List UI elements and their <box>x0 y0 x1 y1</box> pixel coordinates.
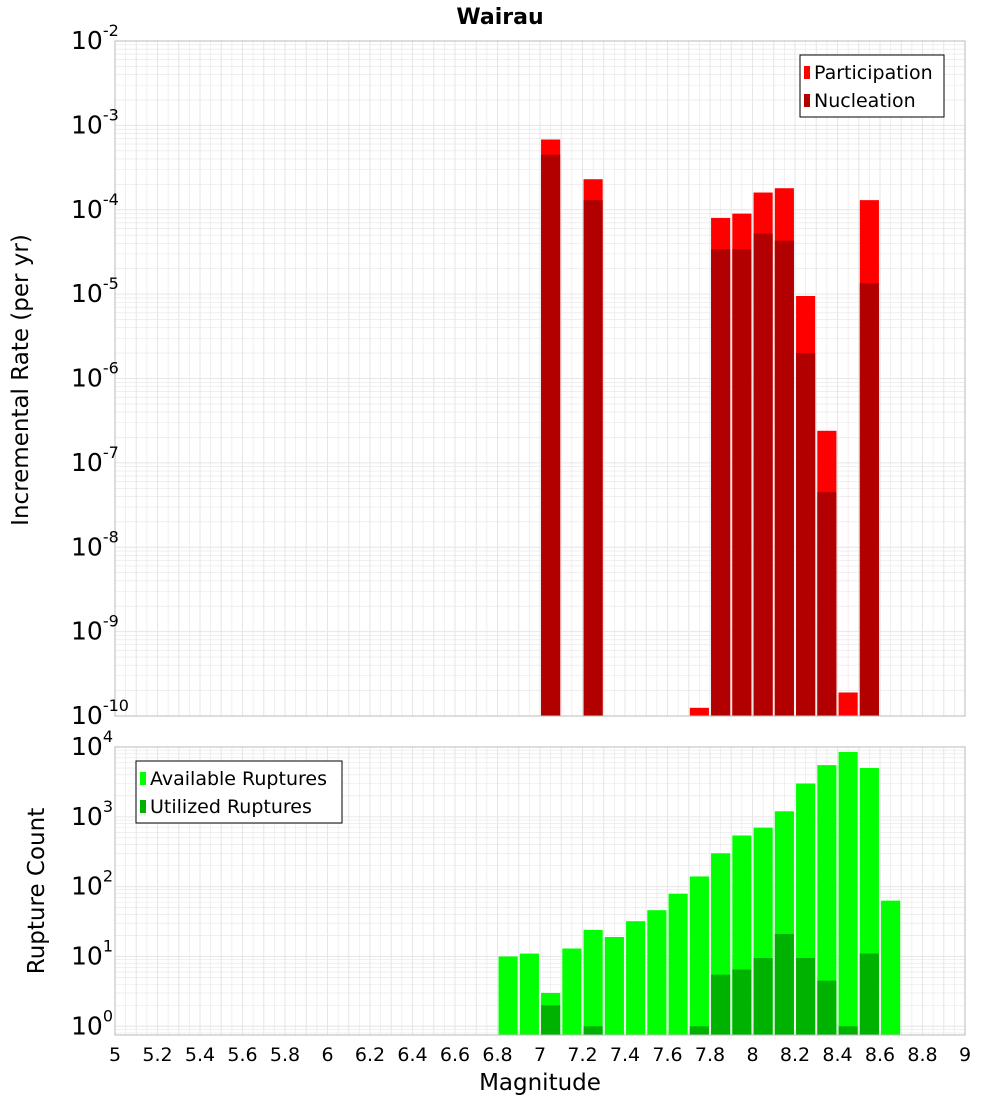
count-bar-series1 <box>519 953 539 1035</box>
count-bar-series2 <box>774 933 794 1035</box>
count-bar-series1 <box>562 948 582 1035</box>
rate-bar-series2 <box>541 154 561 716</box>
rate-y-tick-label: 10-5 <box>71 274 119 308</box>
x-tick-label: 6.8 <box>482 1044 512 1066</box>
count-bar-series2 <box>583 1026 603 1035</box>
x-tick-label: 8.8 <box>907 1044 937 1066</box>
count-y-tick-label: 103 <box>71 797 113 831</box>
x-tick-label: 7 <box>534 1044 546 1066</box>
rate-bar-series2 <box>753 233 773 716</box>
rate-bar-series2 <box>774 240 794 717</box>
rate-bar-series2 <box>796 353 816 716</box>
count-bar-series2 <box>711 974 731 1035</box>
count-bar-series2 <box>859 953 879 1035</box>
rate-legend-box <box>799 54 945 118</box>
count-bar-series1 <box>626 921 646 1035</box>
count-bar-series2 <box>541 1005 561 1035</box>
count-bar-series1 <box>881 900 901 1035</box>
x-tick-label: 5.6 <box>227 1044 257 1066</box>
rate-bar-series2 <box>732 249 752 716</box>
count-bar-series2 <box>796 958 816 1035</box>
x-tick-label: 8.2 <box>780 1044 810 1066</box>
chart-title: Wairau <box>456 5 543 30</box>
count-y-tick-label: 100 <box>71 1006 113 1040</box>
x-tick-label: 7.8 <box>695 1044 725 1066</box>
rate-bar-series2 <box>583 200 603 716</box>
count-plot-frame <box>114 746 966 1036</box>
rate-legend-label: Participation <box>814 62 933 84</box>
rate-y-tick-label: 10-6 <box>71 359 119 393</box>
x-tick-label: 7.6 <box>652 1044 682 1066</box>
count-bar-series1 <box>838 751 858 1035</box>
rate-y-tick-label: 10-10 <box>71 696 129 730</box>
x-tick-label: 5.4 <box>185 1044 215 1066</box>
x-tick-label: 8 <box>746 1044 758 1066</box>
count-legend-label: Utilized Ruptures <box>150 796 312 818</box>
count-legend-box <box>135 760 343 824</box>
rate-bar-series2 <box>859 283 879 716</box>
x-tick-label: 6.2 <box>355 1044 385 1066</box>
rate-panel: 10-2 10-3 10-4 10-5 10-6 10-7 10-8 10-9 10-10 Par… <box>71 21 966 730</box>
x-tick-label: 8.6 <box>865 1044 895 1066</box>
rate-y-tick-label: 10-3 <box>71 105 119 139</box>
x-tick-label: 9 <box>959 1044 971 1066</box>
x-tick-label: 6.4 <box>397 1044 427 1066</box>
count-legend-swatch <box>140 800 146 813</box>
rate-legend-swatch <box>804 66 810 79</box>
count-panel: 104 103 102 101 100 5 5.2 5.4 5.6 5.8 6 6.2 6.4 6.6 6.… <box>71 727 971 1066</box>
rate-y-tick-label: 10-2 <box>71 21 119 55</box>
count-y-tick-label: 102 <box>71 867 113 901</box>
rate-bar-series1 <box>689 707 709 716</box>
count-bar-series1 <box>583 929 603 1035</box>
count-y-tick-label: 104 <box>71 727 113 761</box>
rate-bar-series2 <box>817 492 837 716</box>
rate-bar-series1 <box>838 692 858 716</box>
rate-y-tick-label: 10-9 <box>71 612 119 646</box>
count-bar-series1 <box>689 876 709 1035</box>
rate-y-tick-label: 10-4 <box>71 190 119 224</box>
count-legend-swatch <box>140 772 146 785</box>
x-tick-label: 7.4 <box>610 1044 640 1066</box>
rate-y-tick-label: 10-7 <box>71 443 119 477</box>
x-tick-label: 5.8 <box>270 1044 300 1066</box>
rate-bar-series2 <box>711 249 731 716</box>
count-bar-series2 <box>689 1026 709 1035</box>
count-bar-series2 <box>817 980 837 1035</box>
x-tick-label: 7.2 <box>567 1044 597 1066</box>
rate-legend-label: Nucleation <box>814 90 916 112</box>
x-tick-label: 6.6 <box>440 1044 470 1066</box>
count-bar-series2 <box>732 969 752 1035</box>
rate-y-tick-label: 10-8 <box>71 527 119 561</box>
count-bar-series2 <box>838 1026 858 1035</box>
rate-plot-frame <box>114 40 966 717</box>
count-legend-label: Available Ruptures <box>150 768 327 790</box>
count-bar-series1 <box>604 936 624 1035</box>
count-bar-series2 <box>753 958 773 1035</box>
count-bar-series1 <box>647 910 667 1035</box>
x-tick-label: 6 <box>321 1044 333 1066</box>
x-tick-label: 8.4 <box>822 1044 852 1066</box>
count-bar-series1 <box>817 765 837 1035</box>
bottom-y-axis-label: Rupture Count <box>24 808 50 974</box>
top-y-axis-label: Incremental Rate (per yr) <box>8 234 34 526</box>
count-y-tick-label: 101 <box>71 936 113 970</box>
x-axis-label: Magnitude <box>479 1070 601 1096</box>
x-tick-label: 5 <box>109 1044 121 1066</box>
count-bar-series1 <box>668 893 688 1035</box>
rate-legend-swatch <box>804 94 810 107</box>
x-tick-label: 5.2 <box>142 1044 172 1066</box>
count-bar-series1 <box>498 956 518 1035</box>
